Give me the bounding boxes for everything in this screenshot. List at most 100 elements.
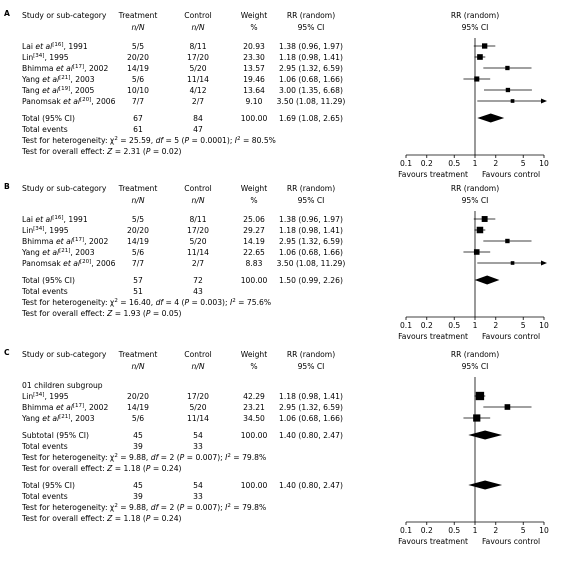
year: , 2003 — [70, 414, 94, 423]
control-value: 5/20 — [189, 403, 206, 412]
effect-square — [476, 226, 484, 234]
events-label: Total events — [21, 492, 68, 501]
events-label: Total events — [21, 287, 68, 296]
test-statistic: Test for overall effect: Z = 1.93 (P = 0… — [21, 309, 182, 318]
treatment-value: 14/19 — [127, 403, 149, 412]
author: Yang — [21, 414, 42, 423]
weight-value: 100.00 — [241, 481, 268, 490]
text-part: 2 — [227, 453, 231, 459]
study-name: Yang et al[21], 2003 — [21, 414, 95, 423]
effect-square — [505, 87, 511, 93]
control-value: 8/11 — [189, 215, 206, 224]
effect-square — [475, 391, 485, 401]
text-part: = 0.007); — [184, 453, 225, 462]
ci-text: 1.40 (0.80, 2.47) — [279, 431, 343, 440]
et-al: et al — [63, 97, 81, 106]
test-statistic: Test for overall effect: Z = 2.31 (P = 0… — [21, 147, 182, 156]
control-value: 54 — [193, 431, 203, 440]
text-part: = 1.93 ( — [112, 309, 146, 318]
reference: [34] — [33, 53, 44, 59]
column-subheader: 95% CI — [298, 362, 325, 371]
text-part: Z — [106, 464, 113, 473]
pooled-diamond — [468, 430, 503, 440]
text-part: = 0.0001); — [189, 136, 235, 145]
reference: [20] — [80, 97, 91, 103]
x-tick-label: 0.2 — [421, 321, 433, 330]
text-part: = 9.88, — [118, 503, 151, 512]
ci-text: 1.06 (0.68, 1.66) — [279, 75, 343, 84]
treatment-value: 57 — [133, 276, 143, 285]
study-name: Bhimma et al[17], 2002 — [22, 403, 108, 412]
effect-square — [505, 65, 510, 71]
reference: [19] — [59, 86, 70, 92]
column-subheader: % — [250, 23, 257, 32]
weight-value: 29.27 — [243, 226, 265, 235]
ci-text: 2.95 (1.32, 6.59) — [279, 64, 343, 73]
control-value: 72 — [193, 276, 203, 285]
treatment-value: 20/20 — [127, 226, 149, 235]
control-value: 2/7 — [192, 97, 204, 106]
ci-text: 1.18 (0.98, 1.41) — [279, 53, 343, 62]
column-header: RR (random) — [451, 184, 499, 193]
text-part: I — [225, 503, 228, 512]
control-value: 84 — [193, 114, 203, 123]
favours-right: Favours control — [482, 537, 540, 546]
column-subheader: 95% CI — [462, 362, 489, 371]
et-al: et al — [63, 259, 81, 268]
text-part: P — [146, 147, 151, 156]
column-header: Study or sub-category — [22, 350, 107, 359]
year: , 2005 — [70, 86, 94, 95]
et-al: et al — [56, 64, 74, 73]
column-header: RR (random) — [451, 11, 499, 20]
study-name: Lai et al[16], 1991 — [22, 215, 88, 224]
text-part: = 0.02) — [150, 147, 181, 156]
text-part: = 9.88, — [118, 453, 151, 462]
test-statistic: Test for overall effect: Z = 1.18 (P = 0… — [21, 464, 182, 473]
author: Yang — [21, 75, 42, 84]
x-tick-label: 2 — [493, 159, 498, 168]
weight-value: 23.30 — [243, 53, 265, 62]
text-part: = 16.40, — [118, 298, 156, 307]
year: , 2002 — [84, 237, 108, 246]
test-statistic: Test for heterogeneity: χ2 = 9.88, df = … — [21, 503, 266, 512]
treatment-value: 5/6 — [132, 248, 144, 257]
ci-text: 1.06 (0.68, 1.66) — [279, 414, 343, 423]
column-subheader: n/N — [191, 196, 204, 205]
test-statistic: Test for overall effect: Z = 1.18 (P = 0… — [21, 514, 182, 523]
control-value: 17/20 — [187, 392, 209, 401]
text-part: Test for overall effect: — [21, 464, 107, 473]
ci-text: 1.40 (0.80, 2.47) — [279, 481, 343, 490]
et-al: et al — [42, 248, 60, 257]
weight-value: 20.93 — [243, 42, 265, 51]
ci-arrow — [541, 260, 547, 266]
pooled-diamond — [474, 275, 500, 285]
text-part: Test for heterogeneity: χ — [21, 136, 115, 145]
text-part: 2 — [114, 503, 118, 509]
x-tick-label: 5 — [521, 159, 526, 168]
treatment-value: 20/20 — [127, 392, 149, 401]
text-part: Z — [106, 309, 113, 318]
effect-square — [510, 261, 515, 265]
ci-text: 1.69 (1.08, 2.65) — [279, 114, 343, 123]
x-tick-label: 1 — [473, 321, 478, 330]
year: , 1995 — [44, 226, 68, 235]
treatment-value: 51 — [133, 287, 143, 296]
text-part: = 0.24) — [150, 514, 181, 523]
control-value: 2/7 — [192, 259, 204, 268]
column-subheader: 95% CI — [462, 23, 489, 32]
treatment-value: 45 — [133, 481, 143, 490]
x-tick-label: 5 — [521, 321, 526, 330]
control-value: 11/14 — [187, 414, 209, 423]
treatment-value: 14/19 — [127, 64, 149, 73]
column-header: RR (random) — [287, 350, 335, 359]
column-header: Control — [184, 11, 211, 20]
panel-letter: B — [4, 182, 10, 191]
text-part: = 1.18 ( — [112, 514, 146, 523]
favours-left: Favours treatment — [398, 537, 468, 546]
ci-text: 3.00 (1.35, 6.68) — [279, 86, 343, 95]
total-label: Subtotal (95% CI) — [22, 431, 89, 440]
column-header: Treatment — [118, 350, 158, 359]
effect-square — [505, 238, 510, 244]
column-header: Control — [184, 350, 211, 359]
